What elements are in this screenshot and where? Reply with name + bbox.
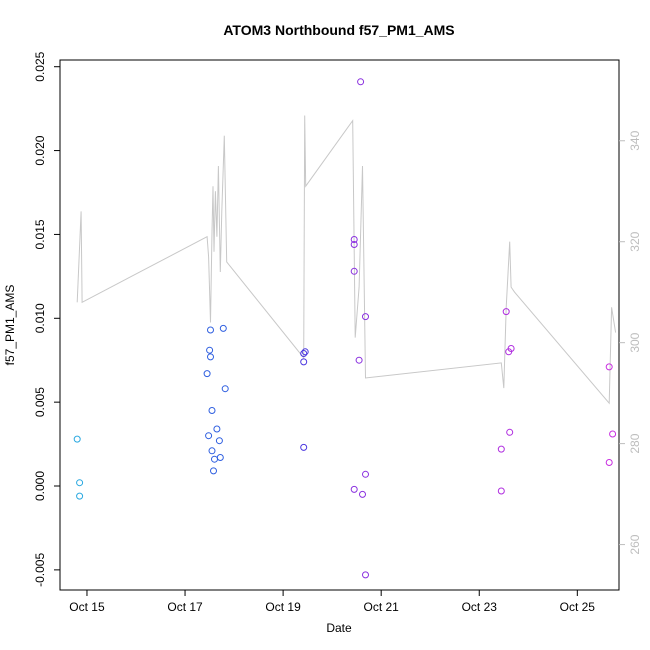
data-point <box>497 487 505 495</box>
data-point <box>350 485 358 493</box>
data-point <box>207 353 214 361</box>
data-point <box>355 356 363 364</box>
x-tick-label: Oct 21 <box>364 600 400 614</box>
data-point <box>76 492 84 500</box>
data-point <box>219 324 227 332</box>
line-layer <box>76 115 617 405</box>
data-point <box>350 267 358 275</box>
data-point <box>208 407 216 414</box>
data-point <box>208 447 216 455</box>
data-point <box>215 437 223 445</box>
y2-tick-label: 320 <box>628 231 642 251</box>
plot-frame <box>59 59 620 591</box>
data-point <box>203 370 211 378</box>
data-point <box>609 430 617 438</box>
y2-tick-label: 340 <box>628 130 642 150</box>
y-tick-label: 0.010 <box>33 303 47 333</box>
y-tick-label: 0.005 <box>33 387 47 417</box>
data-point <box>605 363 613 371</box>
x-tick-label: Oct 15 <box>69 600 105 614</box>
x-tick-label: Oct 17 <box>167 600 203 614</box>
y2-tick-label: 280 <box>628 433 642 453</box>
data-point <box>210 467 217 475</box>
data-point <box>350 241 358 248</box>
data-point <box>357 78 365 86</box>
x-tick-label: Oct 23 <box>462 600 498 614</box>
data-point <box>221 385 229 393</box>
y-tick-label: 0.025 <box>33 51 47 81</box>
data-point <box>207 326 214 334</box>
point-layer <box>73 78 617 579</box>
y-tick-label: -0.005 <box>33 553 47 587</box>
y-tick-label: 0.020 <box>33 135 47 165</box>
data-point <box>497 445 505 453</box>
data-point <box>205 432 213 440</box>
x-tick-label: Oct 25 <box>560 600 596 614</box>
data-point <box>502 308 510 316</box>
y-tick-label: 0.000 <box>33 471 47 501</box>
data-point <box>350 236 358 243</box>
data-point <box>362 470 369 478</box>
data-point <box>359 490 366 498</box>
data-point <box>300 350 308 357</box>
data-point <box>605 459 613 466</box>
x-axis-label: Date <box>326 621 352 635</box>
y-axis-label: f57_PM1_AMS <box>3 285 17 366</box>
y2-tick-label: 300 <box>628 332 642 352</box>
data-point <box>216 454 224 461</box>
y-tick-label: 0.015 <box>33 219 47 249</box>
chart-title: ATOM3 Northbound f57_PM1_AMS <box>223 22 454 38</box>
y2-axis: 260 280 300 320 340 <box>619 130 642 555</box>
data-point <box>76 479 84 487</box>
y2-tick-label: 260 <box>628 534 642 554</box>
x-tick-label: Oct 19 <box>265 600 301 614</box>
data-point <box>300 358 308 366</box>
data-point <box>506 428 514 436</box>
data-point <box>362 313 369 321</box>
data-point <box>301 348 309 356</box>
data-point <box>507 345 515 352</box>
y-axis: -0.005 0.000 0.005 0.010 0.015 0.020 0.025 <box>33 51 60 587</box>
data-point <box>73 435 81 443</box>
data-point <box>213 425 221 433</box>
data-point <box>362 571 369 579</box>
x-axis: Oct 15 Oct 17 Oct 19 Oct 21 Oct 23 Oct 25 <box>69 590 595 614</box>
data-point <box>206 346 214 354</box>
series-line <box>76 115 617 405</box>
data-point <box>300 443 308 451</box>
